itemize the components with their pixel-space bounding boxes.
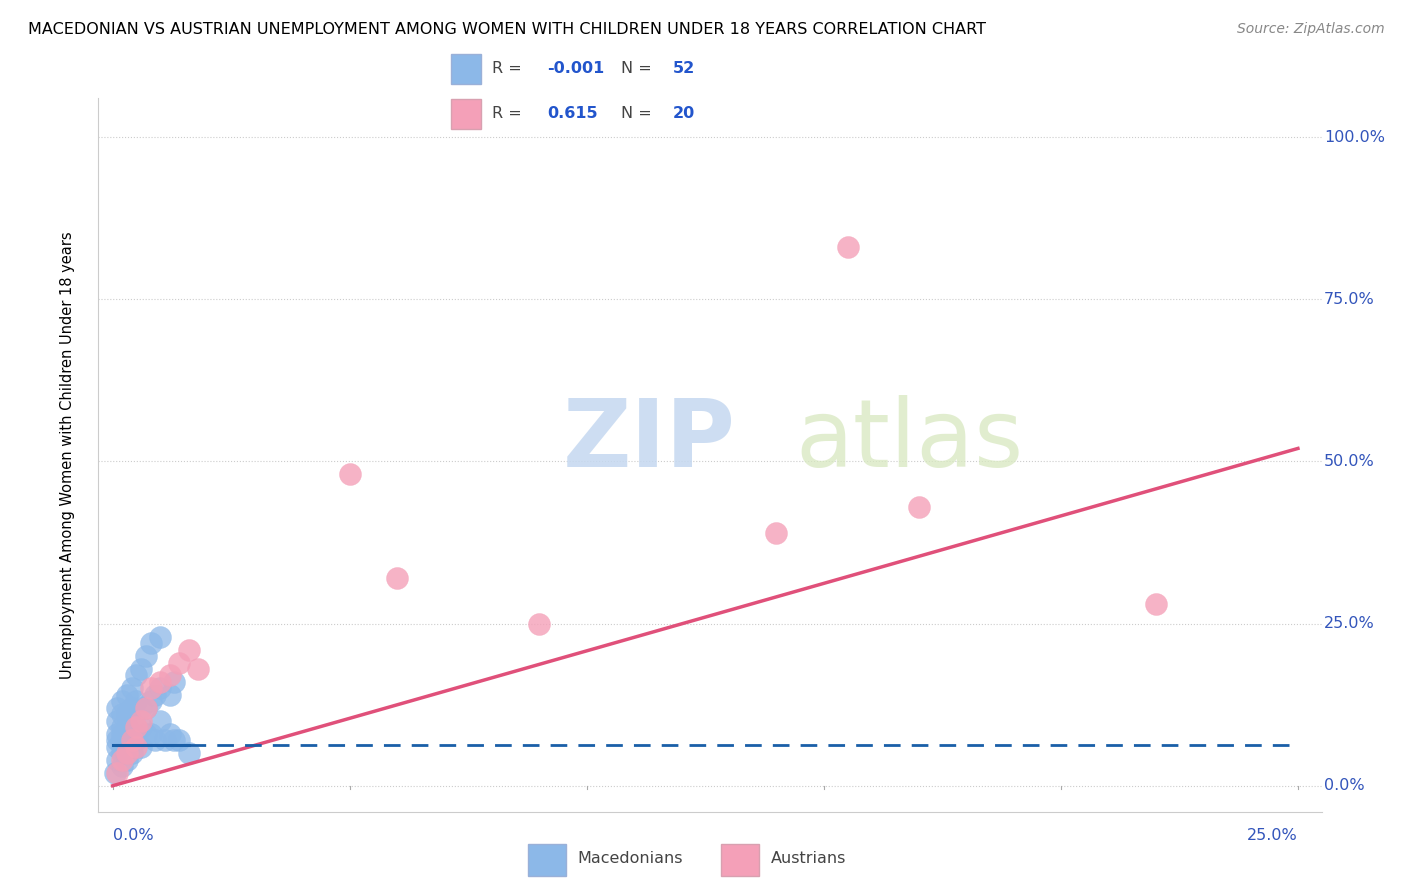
Point	[129, 720, 152, 734]
Point	[111, 753, 134, 767]
Point	[907, 500, 929, 514]
Text: 52: 52	[673, 62, 696, 77]
Text: R =: R =	[492, 106, 527, 121]
Point	[115, 720, 138, 734]
Point	[105, 739, 128, 754]
Text: R =: R =	[492, 62, 527, 77]
Bar	[721, 844, 759, 876]
Bar	[527, 844, 565, 876]
Point	[125, 668, 148, 682]
Point	[135, 727, 157, 741]
Point	[129, 662, 152, 676]
Point	[105, 714, 128, 728]
Point	[149, 714, 172, 728]
Text: ZIP: ZIP	[564, 394, 737, 487]
Point	[115, 688, 138, 702]
Bar	[451, 99, 481, 129]
Point	[125, 694, 148, 708]
Point	[125, 739, 148, 754]
Point	[105, 733, 128, 747]
Point	[149, 675, 172, 690]
Point	[837, 240, 859, 254]
Point	[121, 733, 143, 747]
Point	[111, 733, 134, 747]
Text: Austrians: Austrians	[770, 851, 846, 866]
Point	[111, 747, 134, 761]
Text: 25.0%: 25.0%	[1324, 616, 1375, 631]
Text: -0.001: -0.001	[547, 62, 605, 77]
Point	[125, 720, 148, 734]
Point	[104, 765, 127, 780]
Point	[167, 733, 190, 747]
Point	[105, 727, 128, 741]
Point	[115, 747, 138, 761]
Point	[159, 688, 181, 702]
Point	[129, 714, 152, 728]
Point	[765, 525, 787, 540]
Point	[135, 701, 157, 715]
Point	[115, 707, 138, 722]
Text: 20: 20	[673, 106, 696, 121]
Text: 75.0%: 75.0%	[1324, 292, 1375, 307]
Text: atlas: atlas	[796, 394, 1024, 487]
Text: Source: ZipAtlas.com: Source: ZipAtlas.com	[1237, 22, 1385, 37]
Point	[159, 668, 181, 682]
Point	[111, 720, 134, 734]
Point	[115, 753, 138, 767]
Point	[139, 636, 162, 650]
Point	[129, 739, 152, 754]
Point	[149, 681, 172, 696]
Point	[111, 759, 134, 773]
Point	[163, 675, 186, 690]
Point	[125, 733, 148, 747]
Point	[121, 701, 143, 715]
Point	[125, 720, 148, 734]
Point	[135, 701, 157, 715]
Point	[159, 727, 181, 741]
Point	[167, 656, 190, 670]
Point	[187, 662, 209, 676]
Point	[121, 681, 143, 696]
Point	[111, 727, 134, 741]
Text: 0.615: 0.615	[547, 106, 598, 121]
Point	[115, 747, 138, 761]
Point	[111, 694, 134, 708]
Point	[121, 714, 143, 728]
Text: 25.0%: 25.0%	[1247, 828, 1298, 843]
Point	[1144, 597, 1167, 611]
Point	[129, 701, 152, 715]
Point	[143, 733, 166, 747]
Point	[105, 753, 128, 767]
Point	[385, 571, 408, 585]
Text: N =: N =	[621, 106, 657, 121]
Point	[529, 616, 551, 631]
Text: N =: N =	[621, 62, 657, 77]
Point	[153, 733, 176, 747]
Text: 0.0%: 0.0%	[1324, 779, 1365, 793]
Point	[149, 630, 172, 644]
Text: 100.0%: 100.0%	[1324, 129, 1385, 145]
Point	[163, 733, 186, 747]
Point	[143, 688, 166, 702]
Point	[105, 765, 128, 780]
Point	[111, 739, 134, 754]
Point	[177, 642, 200, 657]
Point	[111, 707, 134, 722]
Text: Unemployment Among Women with Children Under 18 years: Unemployment Among Women with Children U…	[60, 231, 76, 679]
Point	[139, 727, 162, 741]
Point	[121, 733, 143, 747]
Point	[177, 747, 200, 761]
Text: MACEDONIAN VS AUSTRIAN UNEMPLOYMENT AMONG WOMEN WITH CHILDREN UNDER 18 YEARS COR: MACEDONIAN VS AUSTRIAN UNEMPLOYMENT AMON…	[28, 22, 986, 37]
Point	[121, 747, 143, 761]
Point	[139, 694, 162, 708]
Point	[115, 733, 138, 747]
Text: 50.0%: 50.0%	[1324, 454, 1375, 469]
Point	[135, 648, 157, 663]
Point	[139, 681, 162, 696]
Text: 0.0%: 0.0%	[112, 828, 153, 843]
Bar	[451, 54, 481, 84]
Point	[339, 467, 361, 482]
Text: Macedonians: Macedonians	[578, 851, 683, 866]
Point	[105, 701, 128, 715]
